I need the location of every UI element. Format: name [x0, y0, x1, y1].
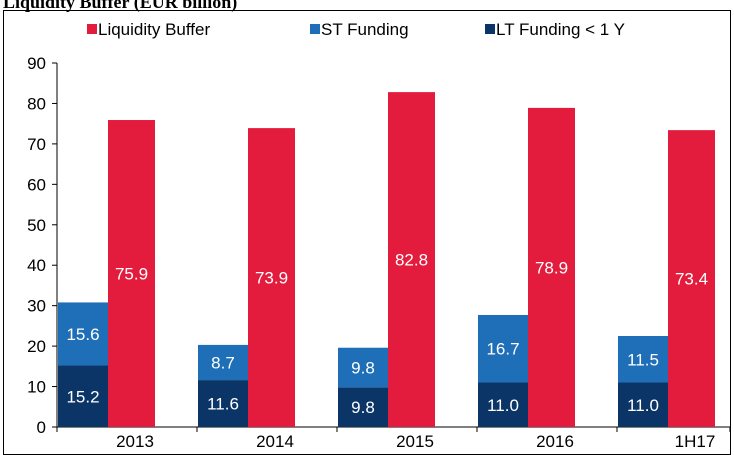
- value-label: 8.7: [211, 353, 235, 372]
- value-label: 11.5: [627, 350, 659, 369]
- value-label: 16.7: [486, 340, 519, 359]
- y-tick-label: 50: [27, 216, 46, 235]
- value-label: 11.6: [207, 395, 239, 414]
- value-label: 9.8: [351, 398, 375, 417]
- value-label: 75.9: [115, 265, 148, 284]
- bar-segment: [618, 336, 668, 383]
- legend-label: LT Funding < 1 Y: [496, 20, 625, 39]
- value-label: 73.4: [675, 270, 708, 289]
- bar-segment: [478, 314, 528, 383]
- y-tick-label: 0: [37, 418, 46, 437]
- x-tick-label: 2015: [396, 432, 434, 451]
- y-tick-label: 20: [27, 337, 46, 356]
- y-tick-label: 80: [27, 94, 46, 113]
- x-tick-label: 2016: [536, 432, 574, 451]
- x-tick-label: 2013: [116, 432, 154, 451]
- legend-label: Liquidity Buffer: [98, 20, 210, 39]
- bar-segment: [58, 302, 108, 366]
- bar: [248, 128, 295, 428]
- bar-segment: [338, 347, 388, 388]
- bar-segment: [338, 387, 388, 427]
- x-tick-label: 2014: [256, 432, 294, 451]
- chart-title: Liquidity Buffer (EUR billion): [3, 0, 237, 13]
- y-tick-label: 30: [27, 297, 46, 316]
- value-label: 78.9: [535, 258, 568, 277]
- value-label: 11.0: [627, 396, 659, 415]
- bar-segment: [198, 344, 248, 381]
- value-label: 82.8: [395, 251, 428, 270]
- y-tick-label: 40: [27, 256, 46, 275]
- bar-segment: [478, 382, 528, 427]
- value-label: 9.8: [351, 359, 375, 378]
- y-tick-label: 10: [27, 378, 46, 397]
- value-label: 11.0: [487, 396, 519, 415]
- bar-segment: [618, 382, 668, 427]
- bar: [528, 107, 575, 427]
- value-label: 15.6: [66, 325, 99, 344]
- bar: [668, 130, 715, 428]
- x-tick-label: 1H17: [675, 432, 716, 451]
- y-tick-label: 60: [27, 175, 46, 194]
- bar-segment: [198, 380, 248, 427]
- value-label: 73.9: [255, 269, 288, 288]
- y-tick-label: 70: [27, 135, 46, 154]
- bar-segment: [58, 365, 108, 427]
- bar: [388, 92, 435, 428]
- legend-swatch: [87, 24, 97, 34]
- value-label: 15.2: [66, 387, 99, 406]
- bar: [108, 120, 155, 427]
- legend-swatch: [485, 24, 495, 34]
- y-tick-label: 90: [27, 54, 46, 73]
- legend-swatch: [310, 24, 320, 34]
- legend-label: ST Funding: [321, 20, 409, 39]
